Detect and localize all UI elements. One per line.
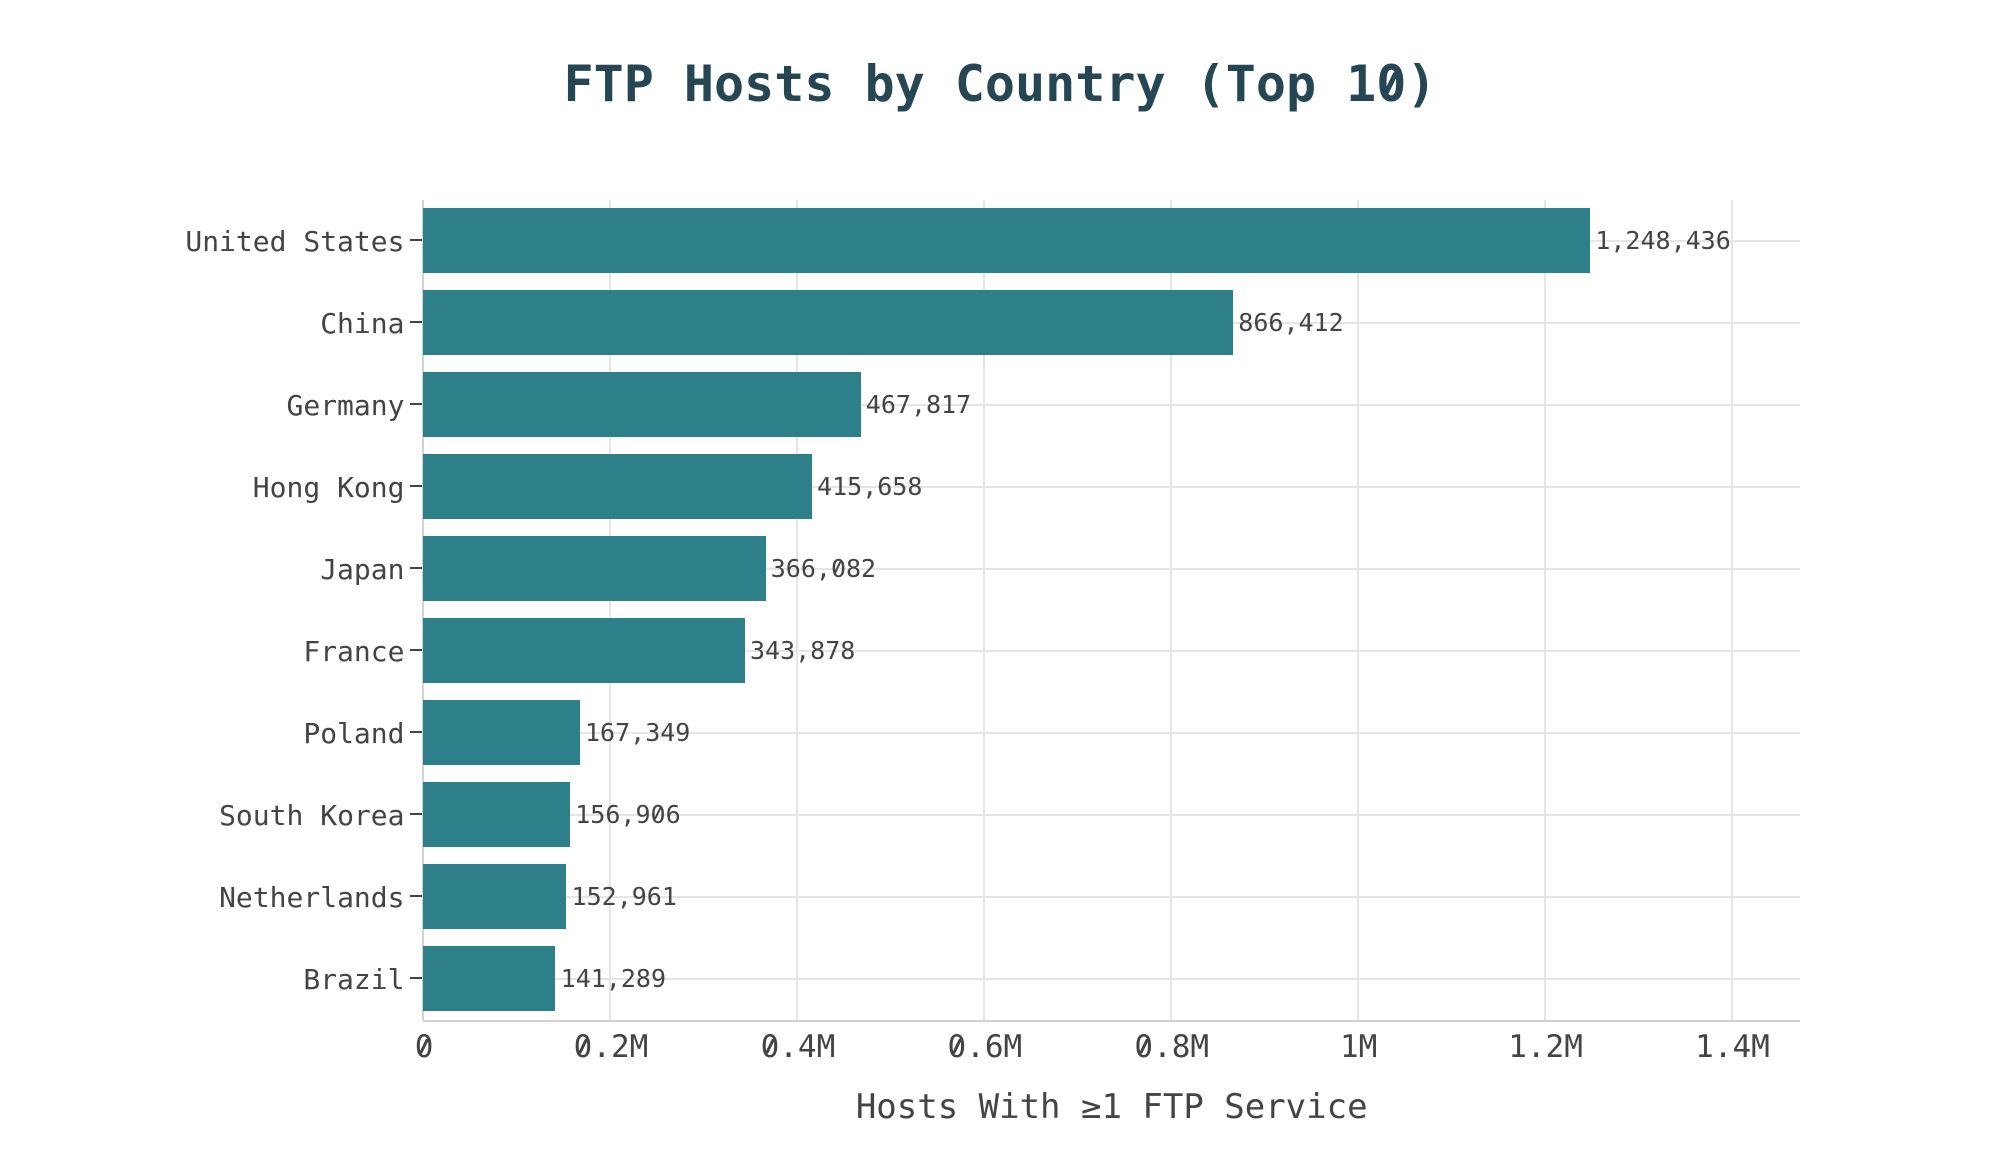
bar-germany[interactable] bbox=[423, 371, 861, 438]
x-gridline bbox=[983, 199, 986, 1020]
bar-value-label: 343,878 bbox=[749, 635, 856, 665]
slashed-zero: 0 bbox=[830, 553, 846, 583]
y-gridline bbox=[423, 731, 1800, 734]
bar-value-label: 156,906 bbox=[575, 799, 681, 829]
y-tick-mark bbox=[410, 485, 423, 488]
x-tick-label: 0.6M bbox=[947, 1028, 1023, 1065]
y-gridline bbox=[423, 813, 1800, 816]
slashed-zero: 0 bbox=[760, 1028, 780, 1065]
y-tick-mark bbox=[410, 239, 423, 242]
bar-value-label: 1,248,436 bbox=[1595, 225, 1731, 255]
x-tick-label: 0.2M bbox=[573, 1028, 649, 1065]
y-tick-label: Brazil bbox=[303, 963, 405, 997]
y-tick-label: Poland bbox=[303, 717, 405, 751]
y-gridline bbox=[423, 649, 1800, 652]
y-gridline bbox=[423, 403, 1800, 406]
y-tick-label: Japan bbox=[320, 553, 405, 587]
x-tick-label: 1.4M bbox=[1695, 1028, 1770, 1065]
bar-hong-kong[interactable] bbox=[423, 453, 812, 520]
x-tick-label: 1M bbox=[1339, 1028, 1378, 1065]
bar-china[interactable] bbox=[423, 289, 1234, 356]
x-gridline bbox=[1170, 199, 1173, 1020]
bar-value-label: 167,349 bbox=[584, 717, 691, 747]
bar-value-label: 366,082 bbox=[770, 553, 877, 583]
bar-poland[interactable] bbox=[423, 699, 580, 766]
slashed-zero: 0 bbox=[414, 1028, 434, 1065]
y-tick-label: Germany bbox=[286, 389, 405, 423]
x-tick-label: 1.2M bbox=[1508, 1028, 1583, 1065]
y-tick-label: China bbox=[320, 307, 405, 341]
y-tick-label: France bbox=[303, 635, 405, 669]
y-tick-mark bbox=[410, 321, 423, 324]
y-tick-mark bbox=[410, 567, 423, 570]
bar-united-states[interactable] bbox=[423, 207, 1591, 274]
slashed-zero: 0 bbox=[1376, 55, 1407, 114]
y-tick-mark bbox=[410, 977, 423, 980]
x-tick-label: 0.4M bbox=[760, 1028, 836, 1065]
bar-brazil[interactable] bbox=[423, 945, 556, 1012]
bar-value-label: 152,961 bbox=[571, 881, 677, 911]
y-tick-mark bbox=[410, 403, 423, 406]
x-gridline bbox=[1356, 199, 1359, 1020]
x-tick-label: 0.8M bbox=[1134, 1028, 1210, 1065]
y-gridline bbox=[423, 895, 1800, 898]
y-tick-mark bbox=[410, 895, 423, 898]
bar-value-label: 866,412 bbox=[1238, 307, 1344, 337]
x-gridline bbox=[609, 199, 612, 1020]
y-tick-mark bbox=[410, 649, 423, 652]
x-gridline bbox=[1730, 199, 1733, 1020]
x-axis-title: Hosts With ≥1 FTP Service bbox=[855, 1087, 1368, 1128]
y-tick-label: South Korea bbox=[219, 799, 405, 833]
y-tick-label: United States bbox=[185, 225, 405, 259]
x-zero-line bbox=[422, 199, 425, 1020]
slashed-zero: 0 bbox=[573, 1028, 593, 1065]
x-gridline bbox=[1543, 199, 1546, 1020]
y-gridline bbox=[423, 567, 1800, 570]
y-tick-label: Netherlands bbox=[219, 881, 405, 915]
y-gridline bbox=[423, 977, 1800, 980]
bar-value-label: 415,658 bbox=[817, 471, 923, 501]
x-tick-label: 0 bbox=[274, 1028, 574, 1065]
bar-value-label: 467,817 bbox=[865, 389, 972, 419]
y-tick-mark bbox=[410, 731, 423, 734]
slashed-zero: 0 bbox=[650, 799, 666, 829]
bar-south-korea[interactable] bbox=[423, 781, 571, 848]
chart-title: FTP Hosts by Country (Top 10) bbox=[563, 55, 1437, 114]
bar-france[interactable] bbox=[423, 617, 745, 684]
x-gridline bbox=[796, 199, 799, 1020]
x-axis-line bbox=[423, 1020, 1800, 1023]
bar-value-label: 141,289 bbox=[560, 963, 666, 993]
y-gridline bbox=[423, 485, 1800, 488]
slashed-zero: 0 bbox=[947, 1028, 967, 1065]
bar-japan[interactable] bbox=[423, 535, 766, 602]
y-tick-label: Hong Kong bbox=[252, 471, 405, 505]
slashed-zero: 0 bbox=[1134, 1028, 1154, 1065]
bar-netherlands[interactable] bbox=[423, 863, 567, 930]
y-tick-mark bbox=[410, 813, 423, 816]
